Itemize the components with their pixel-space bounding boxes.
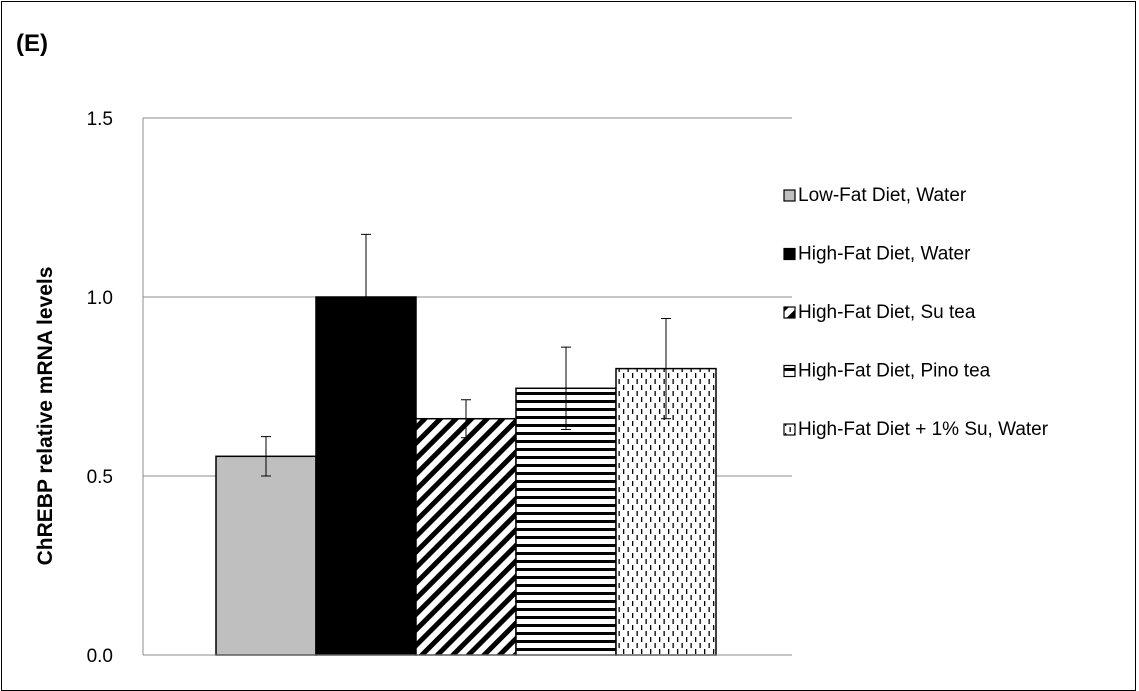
legend-swatch — [783, 423, 796, 436]
y-tick-label: 0.0 — [87, 646, 113, 667]
legend-swatch — [783, 364, 796, 378]
bar — [415, 417, 517, 656]
legend-swatch — [783, 306, 796, 319]
legend-label: High-Fat Diet, Water — [798, 244, 971, 265]
axes: 0.0 0.5 1.0 1.5 — [87, 109, 792, 667]
bar — [215, 455, 317, 656]
y-axis-title: ChREBP relative mRNA levels — [34, 267, 57, 566]
legend-label: High-Fat Diet, Pino tea — [798, 361, 991, 382]
y-tick-label: 1.0 — [87, 288, 113, 309]
y-tick-label: 1.5 — [87, 109, 113, 130]
legend-swatch — [783, 247, 796, 261]
y-tick-label: 0.5 — [87, 467, 113, 488]
legend-swatch — [783, 189, 796, 202]
bars — [215, 296, 717, 656]
legend-label: Low-Fat Diet, Water — [798, 185, 967, 206]
panel-label: (E) — [16, 30, 48, 57]
legend-label: High-Fat Diet, Su tea — [798, 302, 976, 323]
legend: Low-Fat Diet, Water High-Fat Diet, Water H… — [783, 185, 1049, 440]
legend-label: High-Fat Diet + 1% Su, Water — [798, 419, 1049, 440]
error-bars — [261, 233, 671, 477]
